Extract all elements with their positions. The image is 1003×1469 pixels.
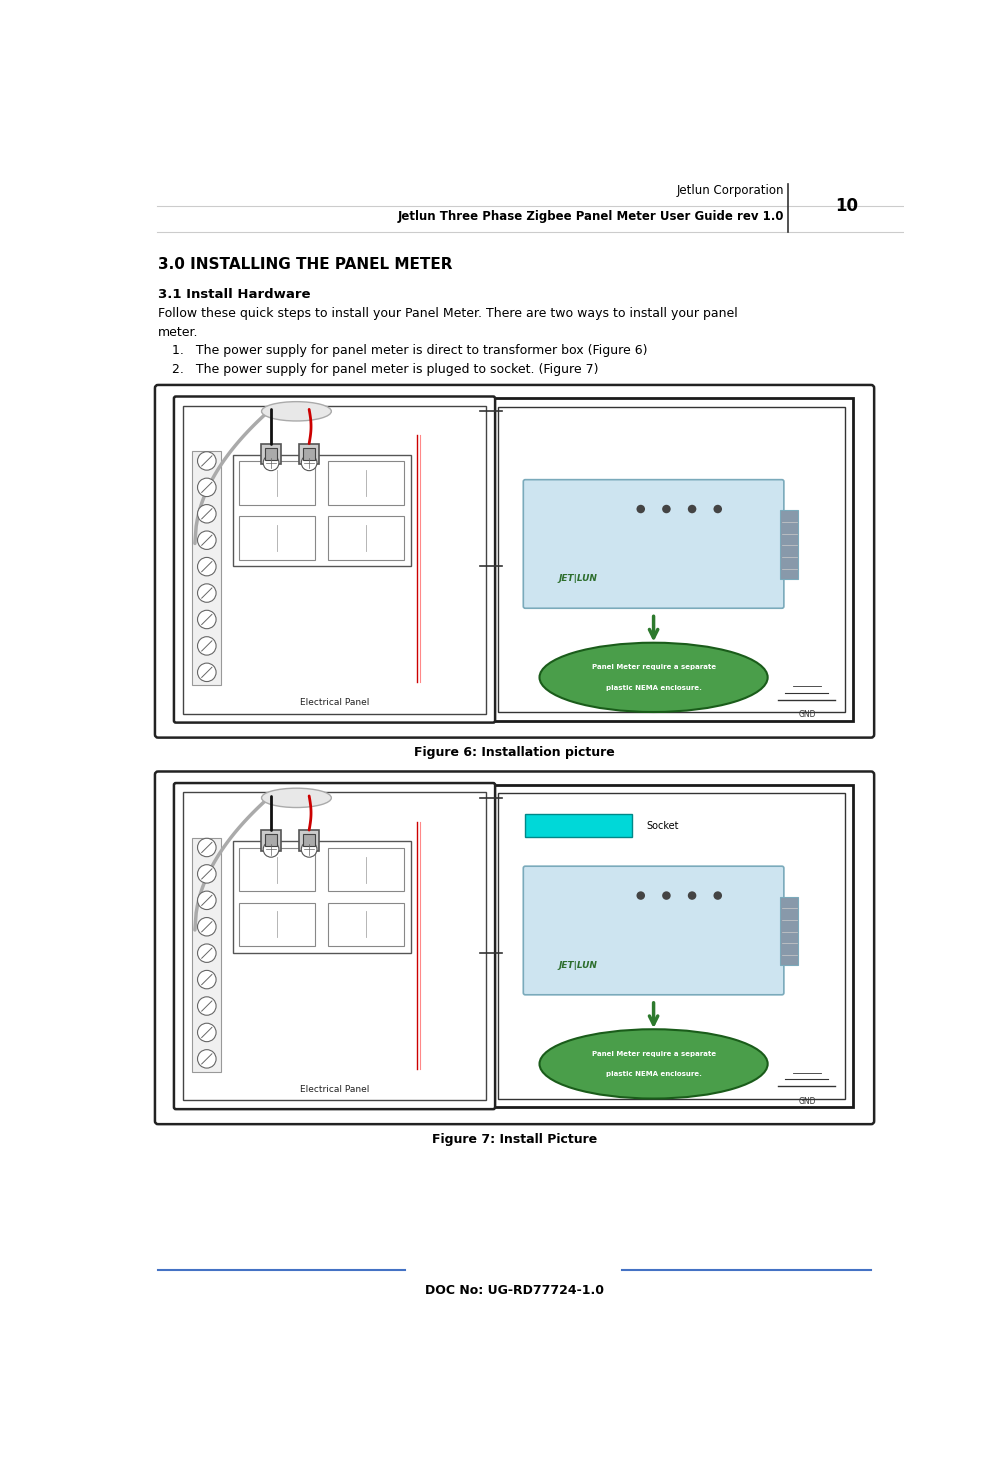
Circle shape [662,505,670,513]
Circle shape [687,505,696,513]
Text: Panel Meter require a separate: Panel Meter require a separate [591,664,715,670]
FancyBboxPatch shape [523,867,783,995]
Text: JET|LUN: JET|LUN [558,574,597,583]
Circle shape [198,504,216,523]
Text: JET|LUN: JET|LUN [558,961,597,970]
Circle shape [713,505,721,513]
Bar [489,398,853,721]
Circle shape [198,839,216,856]
Bar [779,510,797,579]
Text: Figure 6: Installation picture: Figure 6: Installation picture [414,746,614,759]
Bar [328,461,404,505]
Text: Socket: Socket [646,821,678,830]
FancyBboxPatch shape [174,397,494,723]
Text: 2.   The power supply for panel meter is pluged to socket. (Figure 7): 2. The power supply for panel meter is p… [172,363,598,376]
Bar [497,407,844,712]
Bar [299,830,319,851]
Circle shape [713,892,721,900]
Circle shape [662,892,670,900]
Bar [303,834,315,846]
Circle shape [198,945,216,962]
Bar [328,516,404,560]
Bar [328,902,404,946]
Circle shape [198,636,216,655]
Bar [233,455,410,566]
Circle shape [636,505,644,513]
FancyBboxPatch shape [174,783,494,1109]
Text: 1.   The power supply for panel meter is direct to transformer box (Figure 6): 1. The power supply for panel meter is d… [172,344,647,357]
Bar [239,461,315,505]
Circle shape [198,918,216,936]
Circle shape [687,892,696,900]
Circle shape [301,455,317,470]
Bar [193,837,221,1072]
FancyBboxPatch shape [154,385,874,737]
Circle shape [198,892,216,909]
Bar [525,814,632,837]
Circle shape [198,530,216,549]
Bar [261,444,281,464]
Text: GND: GND [797,1097,814,1106]
Ellipse shape [261,789,331,808]
Circle shape [198,583,216,602]
Bar [239,848,315,892]
Bar [299,444,319,464]
Circle shape [198,1050,216,1068]
Circle shape [263,842,279,858]
Text: Follow these quick steps to install your Panel Meter. There are two ways to inst: Follow these quick steps to install your… [157,307,737,320]
Text: DOC No: UG-RD77724-1.0: DOC No: UG-RD77724-1.0 [424,1284,604,1297]
Text: 3.0 INSTALLING THE PANEL METER: 3.0 INSTALLING THE PANEL METER [157,257,452,272]
FancyBboxPatch shape [183,792,485,1100]
Text: Jetlun Three Phase Zigbee Panel Meter User Guide rev 1.0: Jetlun Three Phase Zigbee Panel Meter Us… [397,210,783,223]
Circle shape [198,557,216,576]
Circle shape [301,842,317,858]
Bar [233,842,410,952]
Circle shape [198,971,216,989]
Circle shape [198,1024,216,1042]
Bar [261,830,281,851]
Text: Panel Meter require a separate: Panel Meter require a separate [591,1050,715,1056]
Ellipse shape [261,401,331,422]
Circle shape [198,663,216,682]
Bar [328,848,404,892]
FancyBboxPatch shape [183,405,485,714]
Bar [489,784,853,1108]
Ellipse shape [539,1030,767,1099]
Bar [193,451,221,685]
Text: GND: GND [797,711,814,720]
Text: Electrical Panel: Electrical Panel [300,698,369,708]
Bar [265,448,277,460]
Text: plastic NEMA enclosure.: plastic NEMA enclosure. [605,685,701,690]
FancyBboxPatch shape [523,480,783,608]
Bar [239,902,315,946]
FancyBboxPatch shape [154,771,874,1124]
Circle shape [198,865,216,883]
Circle shape [198,610,216,629]
Bar [779,896,797,965]
Text: 3.1 Install Hardware: 3.1 Install Hardware [157,288,310,301]
Text: Electrical Panel: Electrical Panel [300,1086,369,1094]
Circle shape [636,892,644,900]
Circle shape [263,455,279,470]
Bar [265,834,277,846]
Circle shape [198,997,216,1015]
Text: meter.: meter. [157,326,199,339]
Bar [497,793,844,1099]
Text: 10: 10 [833,197,857,214]
Text: Jetlun Corporation: Jetlun Corporation [676,184,783,197]
Circle shape [198,477,216,497]
Text: Figure 7: Install Picture: Figure 7: Install Picture [431,1133,597,1146]
Circle shape [198,452,216,470]
Text: plastic NEMA enclosure.: plastic NEMA enclosure. [605,1071,701,1077]
Bar [239,516,315,560]
Ellipse shape [539,643,767,712]
Bar [303,448,315,460]
